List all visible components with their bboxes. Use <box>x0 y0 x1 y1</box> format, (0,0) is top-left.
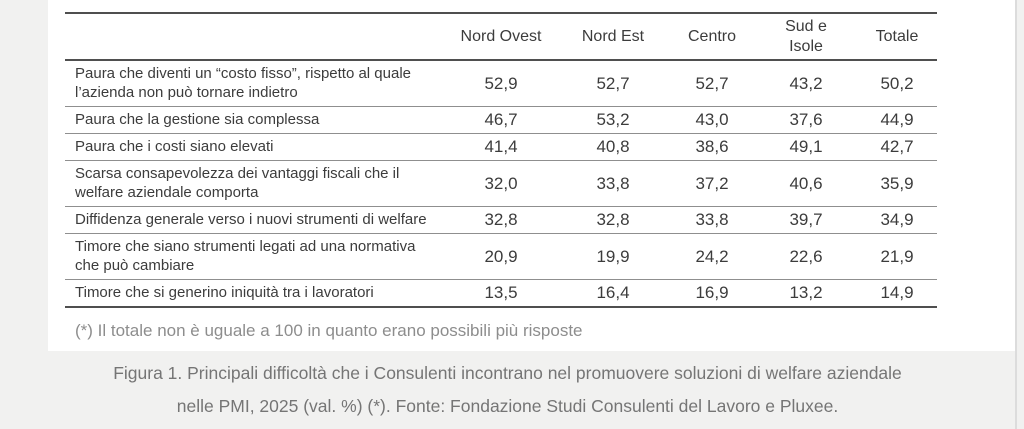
value-cell: 22,6 <box>755 233 857 280</box>
row-label: Paura che la gestione sia complessa <box>65 106 445 134</box>
value-cell: 32,8 <box>445 206 557 234</box>
value-cell: 52,7 <box>557 60 669 107</box>
value-cell: 44,9 <box>857 106 937 134</box>
value-cell: 37,2 <box>669 160 755 207</box>
row-label-header <box>65 13 445 61</box>
value-cell: 53,2 <box>557 106 669 134</box>
row-label: Paura che diventi un “costo fisso”, risp… <box>65 60 445 107</box>
column-header-sud-e-isole: Sud e Isole <box>755 13 857 61</box>
value-cell: 46,7 <box>445 106 557 134</box>
value-cell: 13,2 <box>755 279 857 308</box>
row-label: Timore che siano strumenti legati ad una… <box>65 233 445 280</box>
value-cell: 49,1 <box>755 133 857 161</box>
value-cell: 33,8 <box>557 160 669 207</box>
value-cell: 43,2 <box>755 60 857 107</box>
table-row: Timore che siano strumenti legati ad una… <box>65 233 937 280</box>
caption-line-2: nelle PMI, 2025 (val. %) (*). Fonte: Fon… <box>176 396 839 416</box>
value-cell: 24,2 <box>669 233 755 280</box>
row-label: Diffidenza generale verso i nuovi strume… <box>65 206 445 234</box>
figure-caption: Figura 1. Principali difficoltà che i Co… <box>0 357 1015 423</box>
value-cell: 13,5 <box>445 279 557 308</box>
table-row: Diffidenza generale verso i nuovi strume… <box>65 206 937 234</box>
figure-table-panel: Nord Ovest Nord Est Centro Sud e Isole T… <box>48 0 1015 351</box>
column-header-sud-e-isole-label: Sud e Isole <box>785 17 827 55</box>
value-cell: 21,9 <box>857 233 937 280</box>
caption-line-1: Figura 1. Principali difficoltà che i Co… <box>113 363 902 383</box>
value-cell: 39,7 <box>755 206 857 234</box>
table-footnote: (*) Il totale non è uguale a 100 in quan… <box>75 321 583 340</box>
column-header-totale: Totale <box>857 13 937 61</box>
table-row: Timore che si generino iniquità tra i la… <box>65 279 937 308</box>
column-header-centro: Centro <box>669 13 755 61</box>
value-cell: 52,9 <box>445 60 557 107</box>
table-row: Paura che diventi un “costo fisso”, risp… <box>65 60 937 107</box>
row-label: Scarsa consapevolezza dei vantaggi fisca… <box>65 160 445 207</box>
value-cell: 37,6 <box>755 106 857 134</box>
value-cell: 33,8 <box>669 206 755 234</box>
value-cell: 14,9 <box>857 279 937 308</box>
welfare-difficulties-table: Nord Ovest Nord Est Centro Sud e Isole T… <box>65 12 937 308</box>
table-row: Scarsa consapevolezza dei vantaggi fisca… <box>65 160 937 207</box>
table-row: Paura che i costi siano elevati 41,4 40,… <box>65 133 937 161</box>
value-cell: 35,9 <box>857 160 937 207</box>
value-cell: 50,2 <box>857 60 937 107</box>
column-header-nord-est: Nord Est <box>557 13 669 61</box>
value-cell: 16,9 <box>669 279 755 308</box>
value-cell: 16,4 <box>557 279 669 308</box>
value-cell: 40,6 <box>755 160 857 207</box>
value-cell: 32,0 <box>445 160 557 207</box>
value-cell: 52,7 <box>669 60 755 107</box>
header-row: Nord Ovest Nord Est Centro Sud e Isole T… <box>65 13 937 61</box>
value-cell: 19,9 <box>557 233 669 280</box>
table-row: Paura che la gestione sia complessa 46,7… <box>65 106 937 134</box>
value-cell: 43,0 <box>669 106 755 134</box>
row-label: Paura che i costi siano elevati <box>65 133 445 161</box>
value-cell: 34,9 <box>857 206 937 234</box>
value-cell: 38,6 <box>669 133 755 161</box>
row-label: Timore che si generino iniquità tra i la… <box>65 279 445 308</box>
value-cell: 20,9 <box>445 233 557 280</box>
column-header-nord-ovest: Nord Ovest <box>445 13 557 61</box>
page-right-divider <box>1015 0 1017 429</box>
value-cell: 40,8 <box>557 133 669 161</box>
value-cell: 32,8 <box>557 206 669 234</box>
value-cell: 42,7 <box>857 133 937 161</box>
value-cell: 41,4 <box>445 133 557 161</box>
